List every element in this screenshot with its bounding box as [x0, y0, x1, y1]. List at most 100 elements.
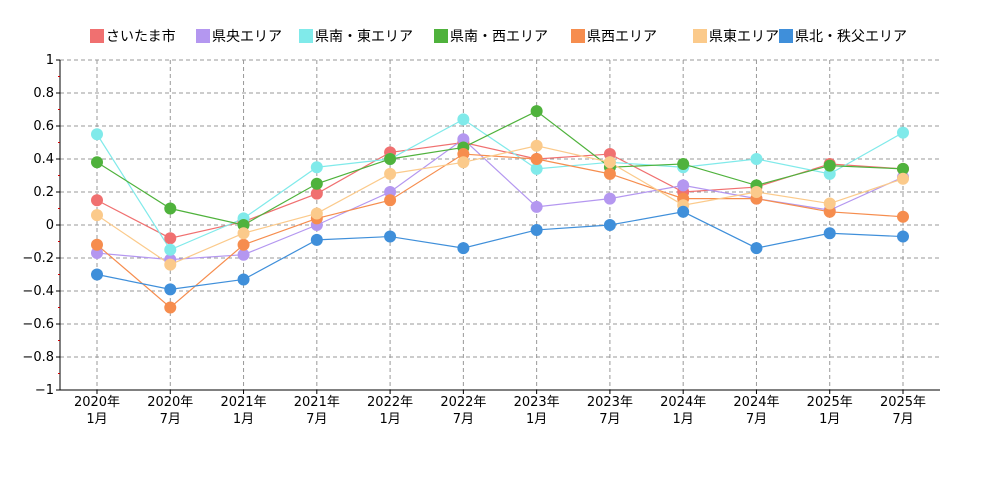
data-point — [164, 202, 177, 215]
axes — [59, 60, 940, 391]
legend-swatch — [299, 29, 313, 43]
data-point — [823, 227, 836, 240]
series-points — [91, 105, 909, 314]
legend-item: 県北・秩父エリア — [779, 29, 907, 45]
data-point — [897, 172, 909, 185]
x-tick-label-year: 2023年 — [514, 395, 560, 410]
legend-label: さいたま市 — [106, 28, 176, 45]
y-tick-label: 0.2 — [33, 185, 54, 200]
legend-swatch — [196, 29, 210, 43]
series-line — [96, 110, 904, 226]
data-point — [164, 258, 177, 271]
x-tick-label-year: 2021年 — [294, 395, 340, 410]
series-line — [96, 211, 904, 290]
x-tick-label-month: 7月 — [160, 412, 181, 427]
legend-item: さいたま市 — [90, 28, 176, 45]
x-tick-label-year: 2025年 — [880, 395, 926, 410]
data-point — [237, 238, 250, 251]
data-point — [384, 230, 397, 243]
x-tick-label-year: 2020年 — [147, 395, 193, 410]
grid — [60, 59, 940, 390]
data-point — [603, 219, 616, 231]
x-tick-label-year: 2024年 — [733, 395, 779, 410]
series-line — [96, 138, 904, 261]
data-point — [603, 192, 616, 205]
x-tick-label-month: 1月 — [819, 412, 840, 427]
series-line — [96, 153, 904, 309]
data-point — [237, 227, 250, 240]
data-point — [750, 242, 763, 255]
data-point — [384, 153, 397, 165]
data-point — [677, 157, 690, 170]
legend-item: 県央エリア — [196, 29, 282, 45]
data-point — [530, 162, 543, 175]
data-point — [91, 268, 103, 281]
series-line — [96, 141, 904, 239]
data-point — [750, 153, 763, 165]
series-line — [96, 118, 904, 251]
y-tick-label: −0.8 — [22, 350, 54, 365]
x-tick-label-year: 2025年 — [807, 395, 853, 410]
data-point — [457, 242, 470, 255]
legend-item: 県東エリア — [693, 29, 779, 45]
x-tick-label-year: 2023年 — [587, 395, 633, 410]
data-point — [897, 230, 909, 243]
legend-label: 県西エリア — [587, 29, 657, 45]
y-tick-label: 0.8 — [33, 86, 54, 101]
data-point — [457, 133, 470, 146]
x-tick-label-month: 7月 — [453, 412, 474, 427]
x-tick-label-month: 1月 — [233, 412, 254, 427]
data-point — [530, 105, 543, 118]
data-point — [91, 238, 103, 251]
data-point — [310, 233, 323, 246]
data-point — [677, 179, 690, 192]
data-point — [384, 194, 397, 207]
x-tick-label-month: 1月 — [379, 412, 400, 427]
data-point — [91, 247, 103, 260]
y-tick-label: −1 — [35, 383, 54, 398]
y-tick-label: 0.6 — [33, 119, 54, 134]
data-point — [237, 273, 250, 286]
x-tick-label-month: 7月 — [746, 412, 767, 427]
x-tick-label-month: 1月 — [673, 412, 694, 427]
data-point — [164, 243, 177, 256]
legend-swatch — [779, 29, 793, 43]
legend-swatch — [434, 29, 448, 43]
data-point — [237, 248, 250, 261]
data-point — [897, 210, 909, 223]
x-tick-label-month: 7月 — [306, 412, 327, 427]
series-line — [96, 145, 904, 266]
legend: さいたま市 県央エリア 県南・東エリア 県南・西エリア 県西エリア 県東エリア 県北・秩父エ… — [90, 28, 907, 45]
data-point — [823, 159, 836, 172]
data-point — [897, 162, 909, 175]
data-point — [91, 209, 103, 222]
data-point — [164, 301, 177, 314]
x-axis-ticks: 2020年 1月 2020年 7月 2021年 1月 2021年 7月 2022年 1月 2022年… — [74, 390, 926, 427]
x-tick-label-year: 2021年 — [220, 395, 266, 410]
legend-label: 県南・西エリア — [450, 29, 548, 45]
y-tick-label: 1 — [46, 53, 54, 68]
x-tick-label-month: 7月 — [599, 412, 620, 427]
x-tick-label-month: 7月 — [892, 412, 913, 427]
data-point — [603, 167, 616, 180]
x-tick-label-year: 2022年 — [440, 395, 486, 410]
data-point — [91, 156, 103, 169]
data-point — [457, 113, 470, 126]
data-point — [530, 139, 543, 152]
y-tick-label: −0.2 — [22, 251, 54, 266]
data-point — [164, 232, 177, 245]
x-tick-label-month: 1月 — [86, 412, 107, 427]
x-tick-label-month: 1月 — [526, 412, 547, 427]
y-axis-ticks: 1 0.8 0.6 0.4 0.2 0 −0.2 −0.4 −0.6 −0.8 −1 — [22, 53, 60, 398]
data-point — [91, 128, 103, 141]
data-point — [457, 156, 470, 169]
data-point — [384, 186, 397, 198]
x-tick-label-year: 2020年 — [74, 395, 120, 410]
data-point — [823, 167, 836, 180]
legend-label: 県北・秩父エリア — [795, 29, 907, 45]
data-point — [897, 126, 909, 139]
y-tick-label: 0 — [46, 218, 54, 233]
data-point — [91, 194, 103, 207]
x-tick-label-year: 2022年 — [367, 395, 413, 410]
